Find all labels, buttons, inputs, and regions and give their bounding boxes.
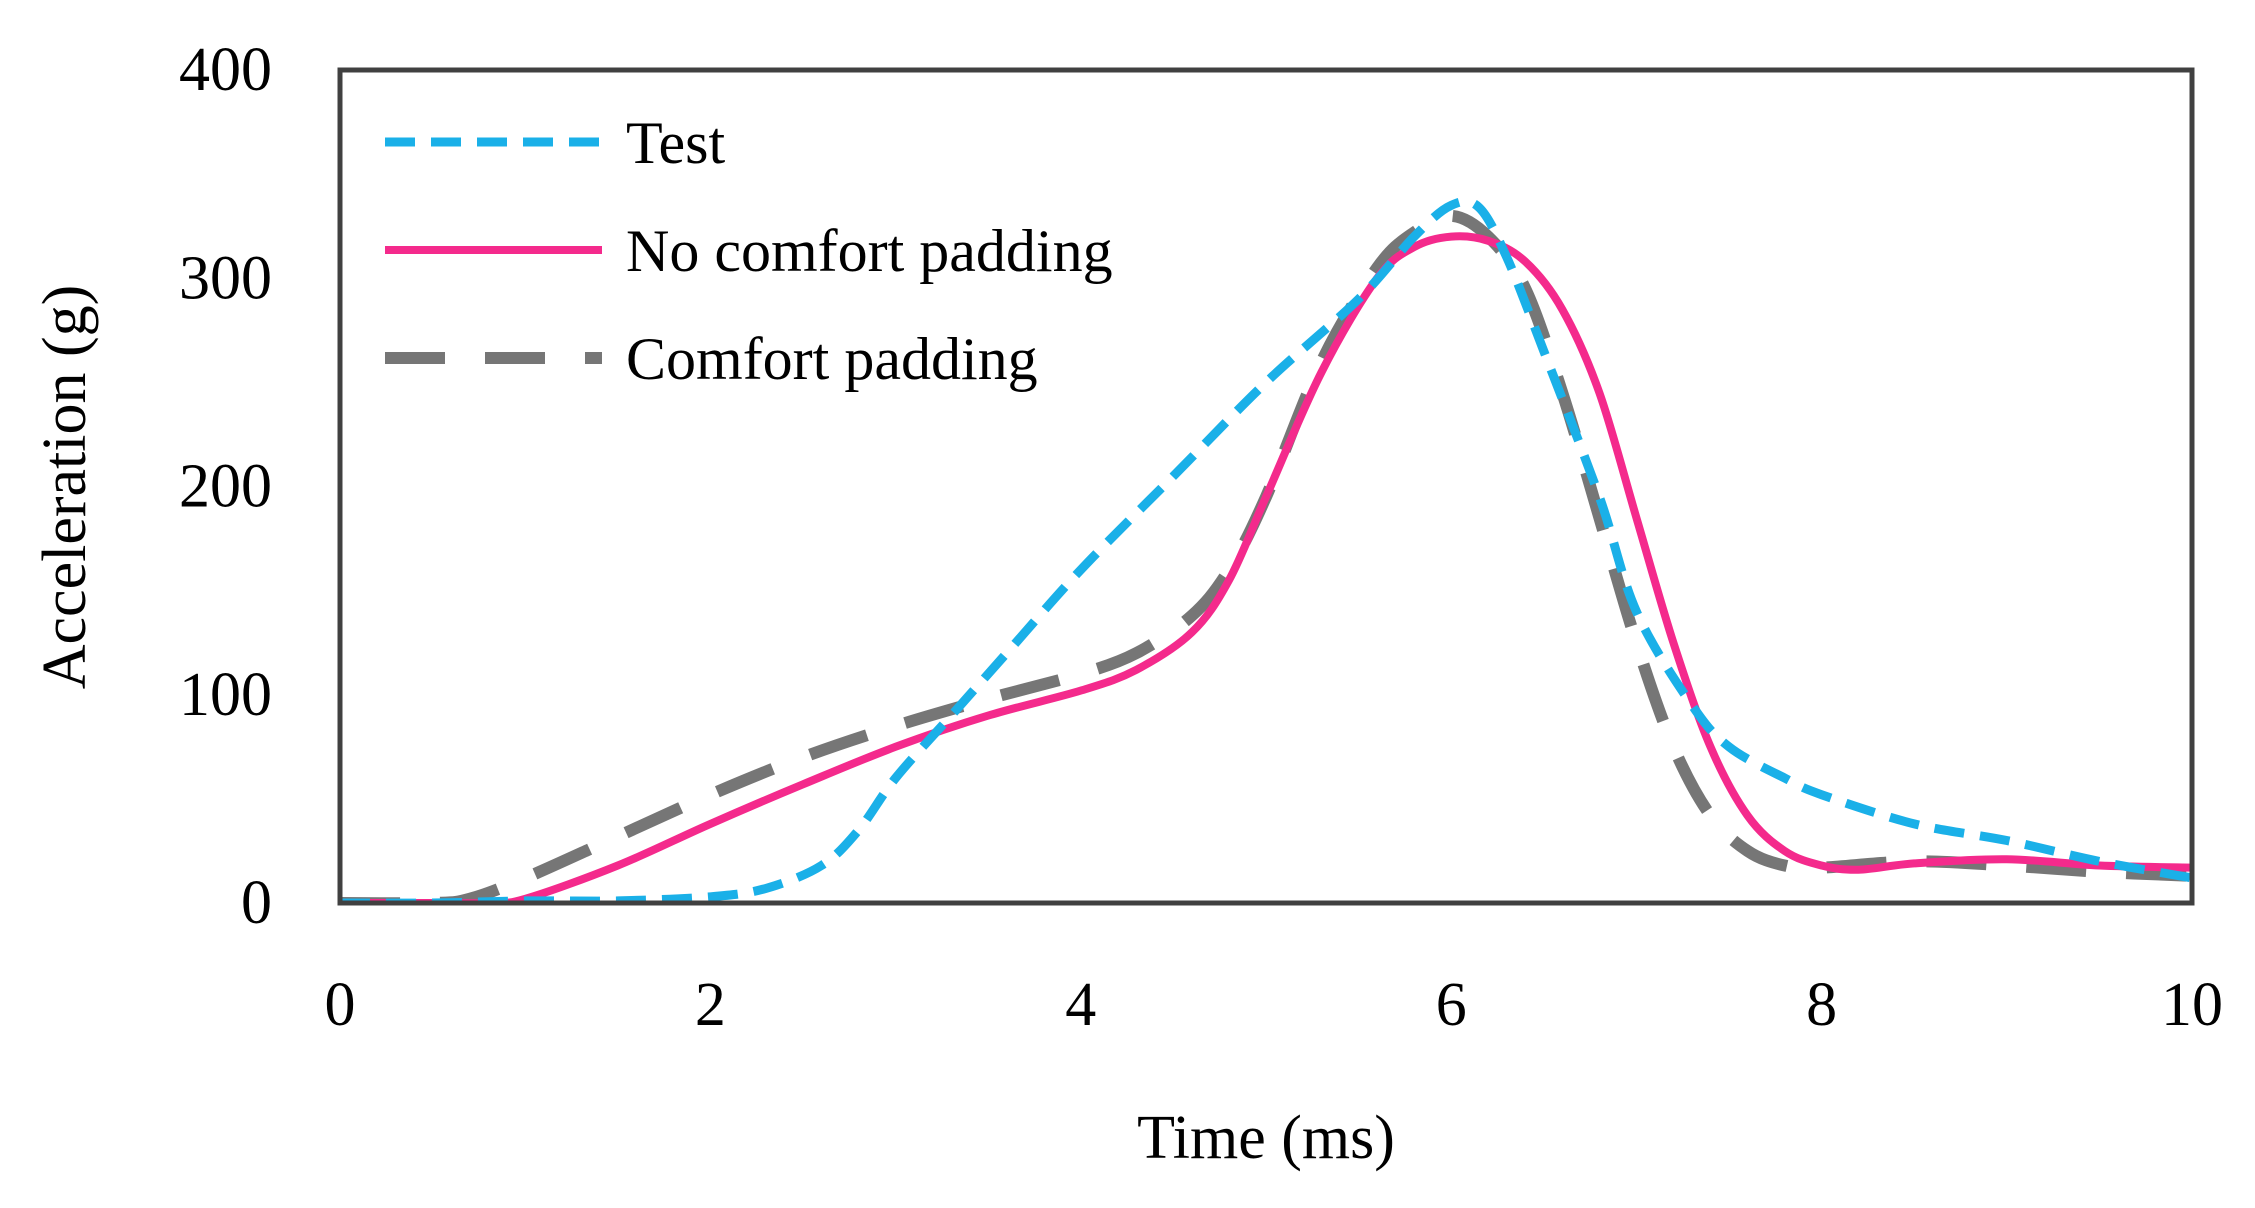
x-tick-label: 2 (695, 971, 726, 1039)
series-line-no-comfort-padding (340, 232, 2192, 903)
legend: Test No comfort padding Comfort padding (385, 110, 1113, 392)
x-tick-label: 6 (1436, 971, 1467, 1039)
x-tick-label: 4 (1065, 971, 1096, 1039)
y-tick-label: 300 (179, 244, 272, 312)
legend-label: Test (626, 110, 725, 176)
y-tick-label: 0 (241, 869, 272, 937)
x-tick-label: 0 (325, 971, 356, 1039)
x-axis-title: Time (ms) (1137, 1104, 1395, 1172)
y-tick-label: 200 (179, 453, 272, 521)
y-axis-ticks: 0 100 200 300 400 (179, 36, 272, 937)
y-tick-label: 400 (179, 36, 272, 104)
series-line-test (340, 196, 2192, 903)
legend-label: No comfort padding (626, 218, 1113, 284)
x-axis-ticks: 0 2 4 6 8 10 (325, 971, 2224, 1039)
y-tick-label: 100 (179, 661, 272, 729)
x-tick-label: 8 (1806, 971, 1837, 1039)
series-line-comfort-padding (340, 209, 2192, 903)
plot-area-frame (337, 67, 2195, 906)
legend-label: Comfort padding (626, 326, 1038, 392)
series-layer (340, 196, 2192, 903)
y-axis-title: Acceleration (g) (31, 285, 99, 689)
x-tick-label: 10 (2161, 971, 2223, 1039)
